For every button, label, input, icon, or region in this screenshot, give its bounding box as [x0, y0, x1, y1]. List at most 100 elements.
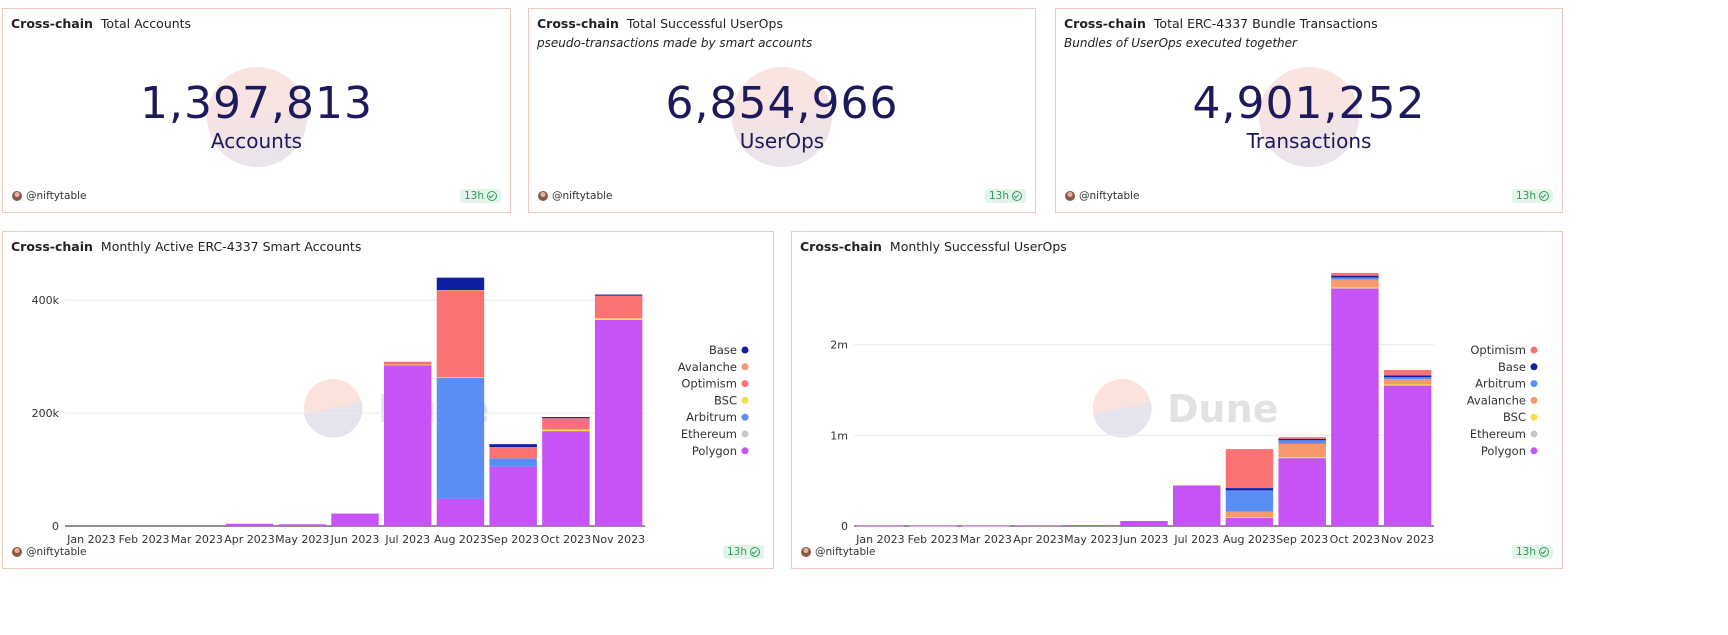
- author-link[interactable]: @niftytable: [12, 190, 87, 202]
- legend: Optimism Base Arbitrum Avalanche BSC Ethereum…: [1467, 343, 1538, 458]
- bar-optimism: [1383, 369, 1432, 376]
- counter-panel-accounts: Cross-chain Total Accounts 1,397,813 Acco…: [2, 8, 511, 213]
- counter: 6,854,966 UserOps: [529, 54, 1035, 174]
- x-tick-label: Feb 2023: [908, 533, 959, 546]
- bar-arbitrum: [1225, 490, 1274, 512]
- bar-bsc: [436, 376, 485, 378]
- avatar: [801, 547, 811, 557]
- bar-polygon: [1067, 525, 1115, 526]
- bar-base: [1225, 488, 1274, 491]
- freshness-badge[interactable]: 13h: [1511, 189, 1553, 203]
- bar-avalanche: [1383, 379, 1432, 385]
- author-link[interactable]: @niftytable: [801, 546, 876, 558]
- author-link[interactable]: @niftytable: [12, 546, 87, 558]
- x-tick-label: Aug 2023: [1223, 533, 1276, 546]
- panel-title: Cross-chain Total Successful UserOps: [537, 16, 783, 31]
- legend-label-polygon: Polygon: [692, 444, 737, 458]
- y-tick-label: 0: [841, 520, 848, 533]
- counter-value: 6,854,966: [665, 78, 899, 129]
- author-link[interactable]: @niftytable: [1065, 190, 1140, 202]
- bar-polygon: [225, 523, 274, 526]
- bar-bsc: [1173, 484, 1221, 486]
- dune-logo-shade: [304, 402, 363, 438]
- freshness-text: 13h: [726, 546, 747, 558]
- bar-base: [489, 444, 537, 447]
- bar-bsc: [384, 364, 432, 366]
- counter-unit: Accounts: [210, 129, 303, 153]
- author-name: @niftytable: [815, 546, 876, 558]
- bar-optimism: [436, 290, 485, 377]
- bar-optimism: [489, 446, 537, 459]
- bar-optimism: [594, 295, 643, 319]
- freshness-badge[interactable]: 13h: [984, 189, 1026, 203]
- dune-watermark: Dune: [1093, 379, 1278, 438]
- freshness-text: 13h: [463, 190, 484, 202]
- bar-optimism: [1225, 449, 1274, 489]
- x-tick-label: Oct 2023: [541, 533, 592, 546]
- legend-dot-arbitrum: [741, 413, 749, 421]
- counter-panel-userops: Cross-chain Total Successful UserOps pseu…: [528, 8, 1036, 213]
- bar-bsc: [1383, 384, 1432, 386]
- freshness-badge[interactable]: 13h: [459, 189, 501, 203]
- bar-arbitrum: [1331, 277, 1379, 280]
- bar-polygon: [1014, 525, 1063, 527]
- chart-panel-active-accounts: Cross-chain Monthly Active ERC-4337 Smart…: [2, 231, 774, 569]
- x-tick-label: Sep 2023: [487, 533, 539, 546]
- legend-dot-arbitrum: [1530, 380, 1538, 388]
- legend-label-avalanche: Avalanche: [1467, 393, 1526, 407]
- bar-polygon: [436, 498, 485, 526]
- chart-panel-userops: Cross-chain Monthly Successful UserOps Du…: [791, 231, 1563, 569]
- panel-subtitle: pseudo-transactions made by smart accoun…: [537, 36, 813, 50]
- bar-base: [436, 277, 485, 291]
- legend-dot-ethereum: [1530, 430, 1538, 438]
- chain-label: Cross-chain: [11, 239, 93, 254]
- bar-base: [1278, 438, 1326, 441]
- panel-subtitle: Bundles of UserOps executed together: [1064, 36, 1297, 50]
- bar-avalanche: [1225, 511, 1274, 518]
- avatar: [12, 547, 22, 557]
- bar-bsc: [1331, 287, 1379, 289]
- bar-polygon: [489, 466, 537, 526]
- x-tick-label: Mar 2023: [171, 533, 223, 546]
- bar-optimism: [384, 361, 432, 365]
- bar-arbitrum: [436, 377, 485, 499]
- bar-polygon: [331, 513, 379, 526]
- y-tick-label: 400k: [32, 294, 60, 307]
- legend-label-polygon: Polygon: [1481, 444, 1526, 458]
- legend-label-bsc: BSC: [1503, 410, 1526, 424]
- freshness-badge[interactable]: 13h: [1511, 545, 1553, 559]
- dune-logo-circle: [732, 67, 832, 167]
- bar-base: [594, 294, 643, 296]
- counter: 4,901,252 Transactions: [1056, 54, 1562, 174]
- chain-label: Cross-chain: [11, 16, 93, 31]
- x-tick-label: Apr 2023: [1013, 533, 1064, 546]
- check-circle-icon: [1539, 547, 1549, 557]
- legend-label-base: Base: [709, 343, 737, 357]
- bar-arbitrum: [1278, 440, 1326, 444]
- y-tick-label: 1m: [830, 429, 848, 442]
- legend-dot-base: [741, 346, 749, 354]
- chain-label: Cross-chain: [1064, 16, 1146, 31]
- x-tick-label: Aug 2023: [434, 533, 487, 546]
- counter-value: 4,901,252: [1192, 78, 1426, 129]
- freshness-badge[interactable]: 13h: [722, 545, 764, 559]
- panel-title-text: Total Accounts: [100, 16, 192, 31]
- check-circle-icon: [1539, 191, 1549, 201]
- freshness-text: 13h: [1515, 190, 1536, 202]
- bar-polygon: [1278, 457, 1326, 526]
- chain-label: Cross-chain: [537, 16, 619, 31]
- panel-title: Cross-chain Monthly Successful UserOps: [800, 239, 1067, 254]
- panel-title: Cross-chain Monthly Active ERC-4337 Smart…: [11, 239, 361, 254]
- author-name: @niftytable: [26, 546, 87, 558]
- x-tick-label: Jun 2023: [1119, 533, 1169, 546]
- counter-panel-bundles: Cross-chain Total ERC-4337 Bundle Transac…: [1055, 8, 1563, 213]
- legend-label-ethereum: Ethereum: [1470, 427, 1526, 441]
- x-tick-label: Jun 2023: [330, 533, 380, 546]
- x-tick-label: Jan 2023: [855, 533, 904, 546]
- userops-chart[interactable]: Dune 0 1m 2m Jan 2023 Feb 2023 Mar 2023 Apr 202…: [792, 252, 1562, 552]
- bar-polygon: [962, 525, 1010, 527]
- author-link[interactable]: @niftytable: [538, 190, 613, 202]
- x-tick-label: Feb 2023: [119, 533, 170, 546]
- author-name: @niftytable: [26, 190, 87, 202]
